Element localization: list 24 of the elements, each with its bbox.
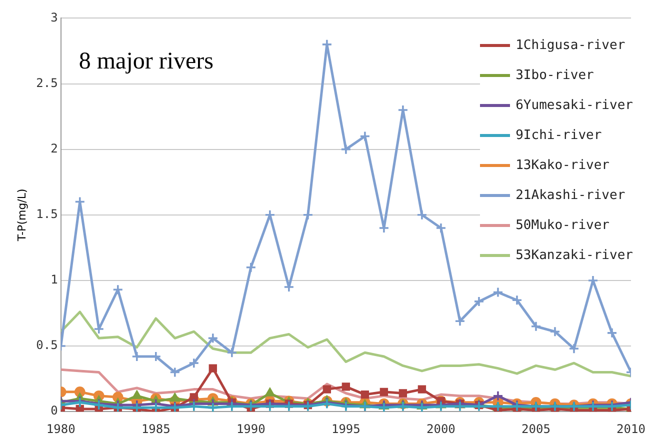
text: 8 major rivers — [78, 48, 214, 74]
x-tick-label: 2000 — [426, 422, 456, 436]
legend-label: 13Kako-river — [516, 158, 610, 172]
y-axis-title: T-P(mg/L) — [15, 188, 28, 242]
legend-label: 3Ibo-river — [516, 68, 594, 82]
x-tick-label: 1990 — [236, 422, 266, 436]
legend-label: 1Chigusa-river — [516, 38, 626, 52]
legend-label: 6Yumesaki-river — [516, 98, 633, 112]
y-tick-label: 0.5 — [36, 338, 58, 352]
y-tick-label: 1.5 — [36, 207, 58, 222]
legend-label: 21Akashi-river — [516, 188, 626, 202]
legend-label: 9Ichi-river — [516, 128, 602, 142]
legend-label: 53Kanzaki-river — [516, 248, 633, 262]
y-tick-label: 1 — [50, 272, 58, 287]
y-tick-label: 2 — [50, 141, 58, 156]
legend-label: 50Muko-river — [516, 218, 610, 232]
y-tick-label: 3 — [50, 10, 58, 24]
x-tick-label: 2010 — [616, 422, 646, 436]
x-tick-label: 2005 — [522, 422, 550, 436]
y-tick-label: 2.5 — [36, 76, 58, 90]
x-tick-label: 1995 — [331, 422, 360, 436]
x-tick-label: 1985 — [141, 422, 170, 436]
x-tick-label: 1980 — [46, 422, 76, 436]
y-tick-label: 0 — [50, 404, 58, 418]
